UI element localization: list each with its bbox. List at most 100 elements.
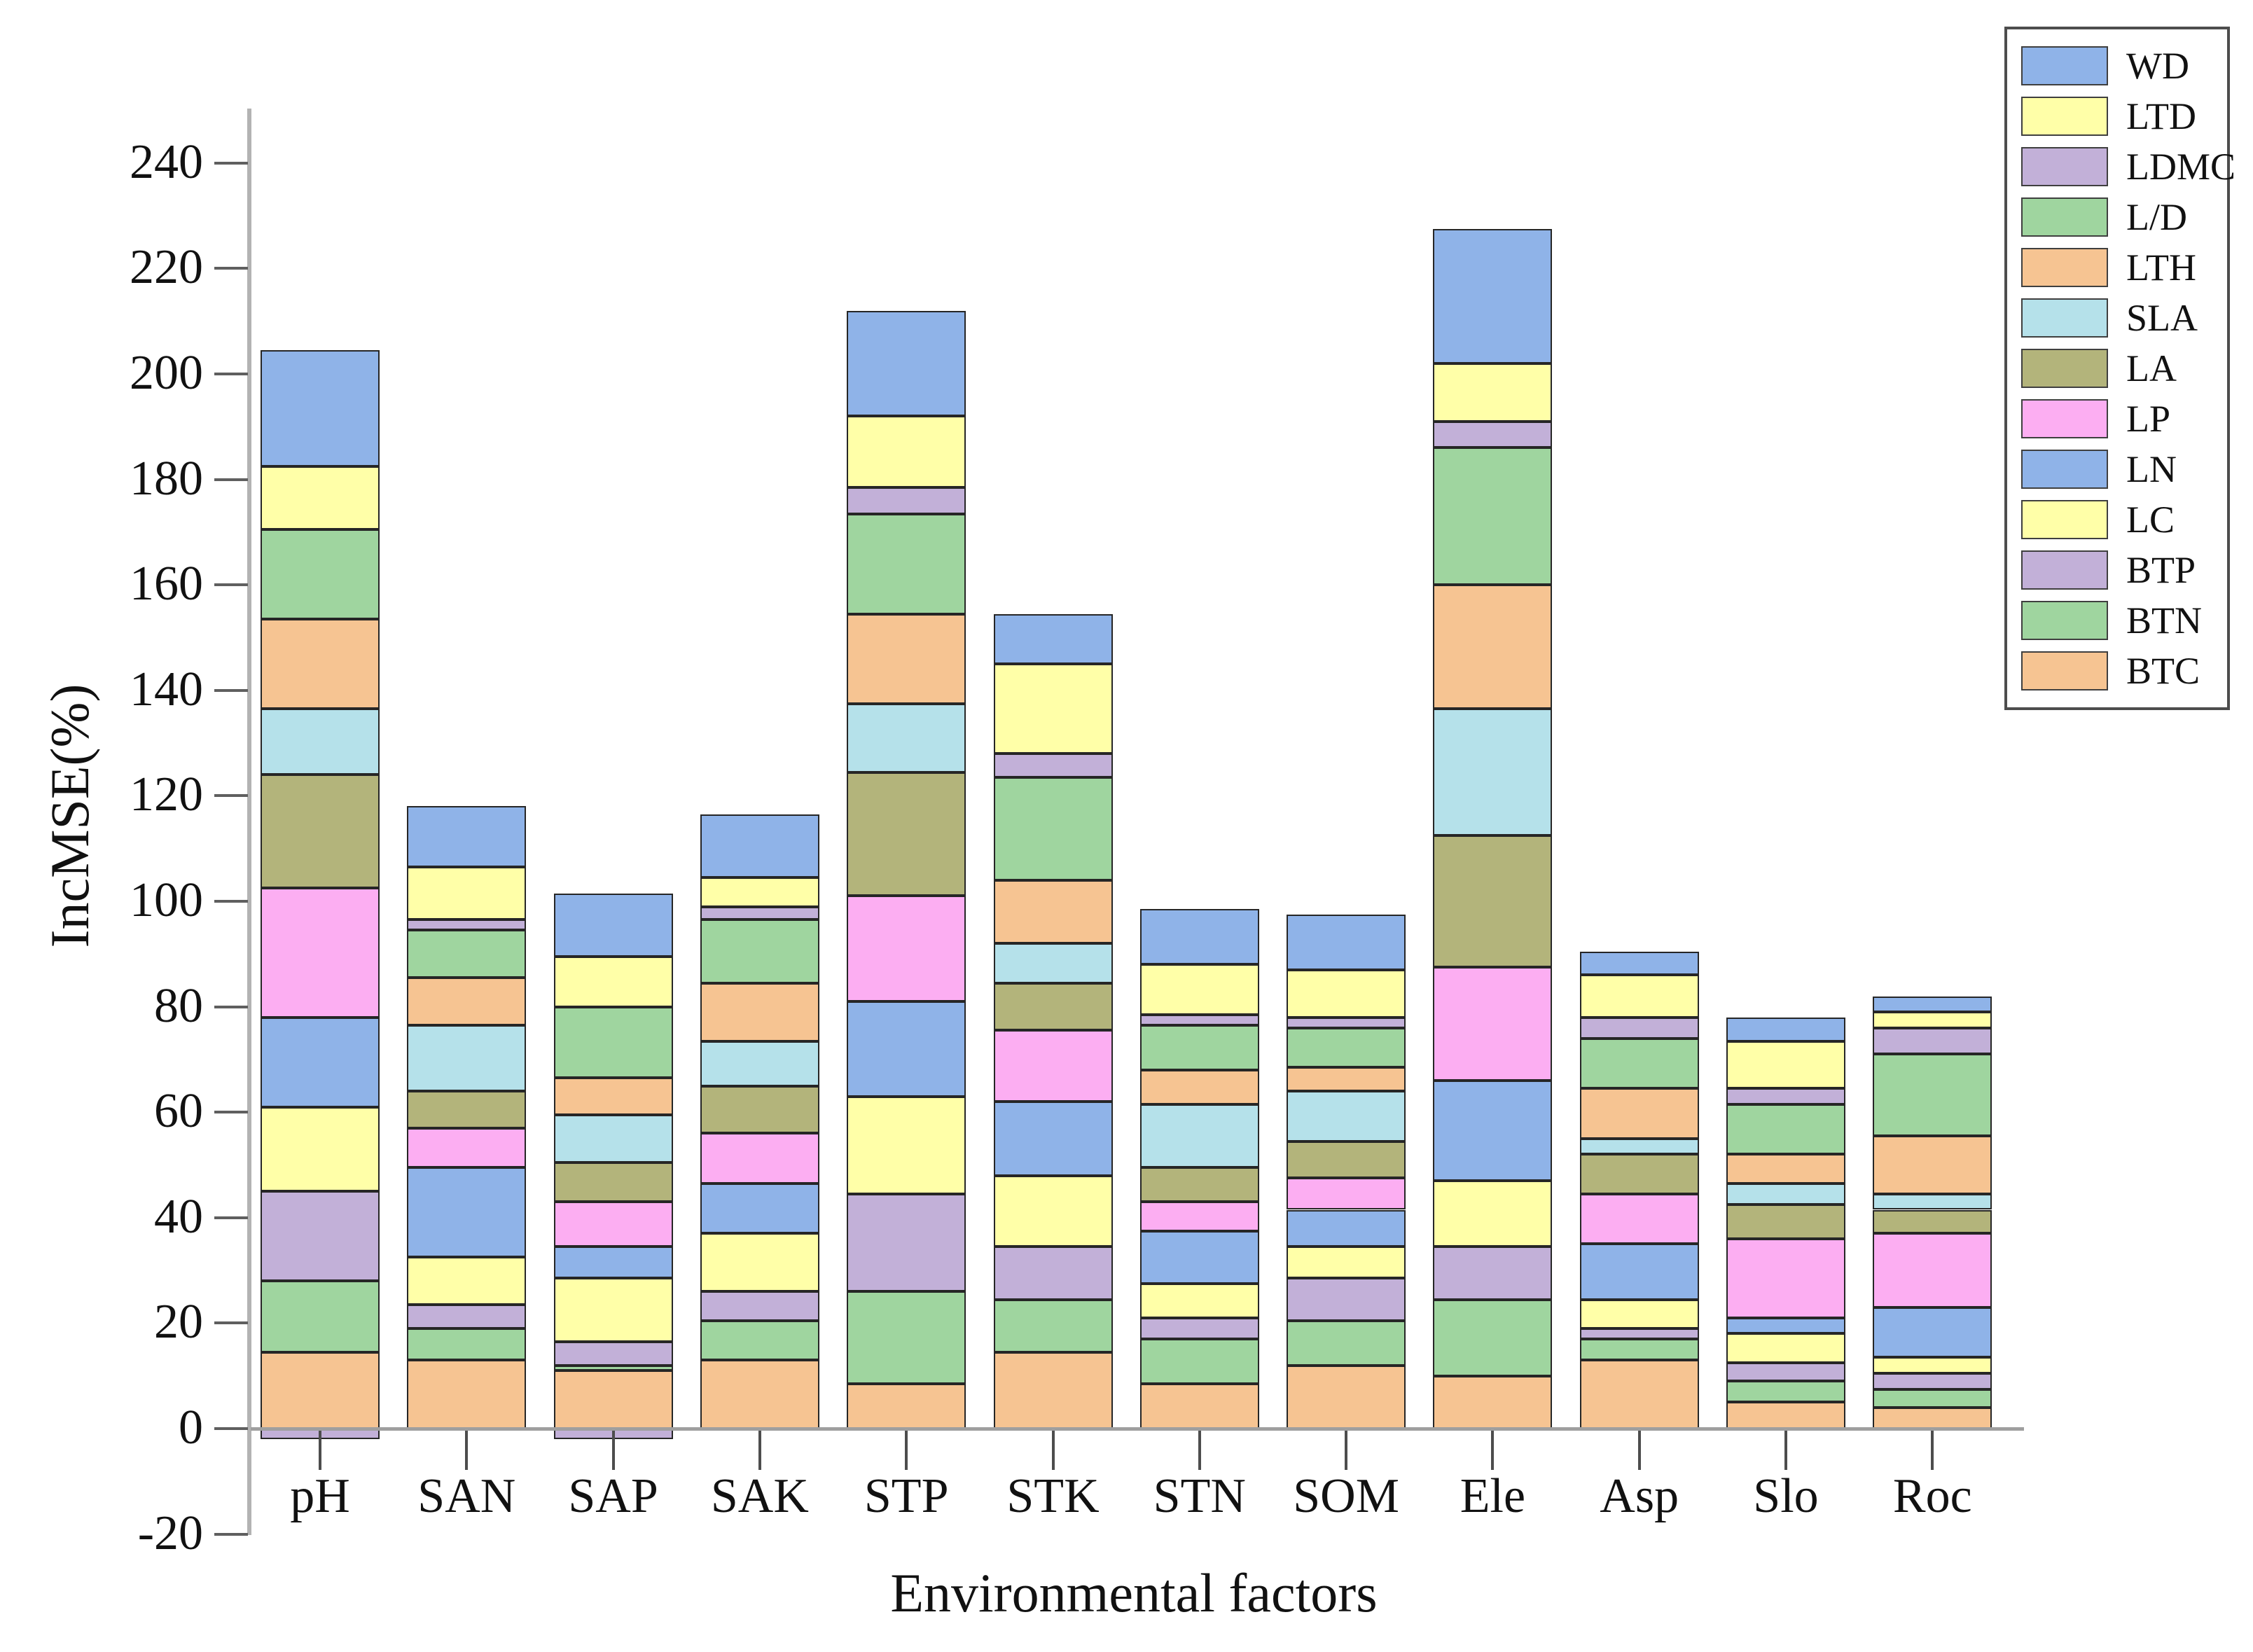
- x-axis-title: Environmental factors: [890, 1562, 1378, 1623]
- bar-segment-btn: [1580, 1338, 1699, 1361]
- bar-segment-ln: [994, 1102, 1113, 1176]
- bar-segment-wd: [1726, 1017, 1845, 1041]
- y-tick-label: 80: [154, 978, 203, 1033]
- bar-segment-btp: [1873, 1373, 1992, 1389]
- bar-segment-btc: [554, 1370, 673, 1429]
- bar-segment-btc: [700, 1360, 819, 1429]
- y-axis-title: IncMSE(%): [39, 683, 100, 948]
- bar-segment-l-d: [1726, 1104, 1845, 1155]
- x-category-label: Ele: [1460, 1469, 1526, 1523]
- bar-segment-la: [1140, 1167, 1259, 1202]
- bar-segment-ltd: [1726, 1041, 1845, 1089]
- legend-swatch-la: [2021, 349, 2108, 388]
- legend-item: BTC: [2007, 646, 2227, 696]
- legend-swatch-ldmc: [2021, 147, 2108, 186]
- bar-segment-la: [847, 772, 966, 896]
- bar-segment-lc: [700, 1233, 819, 1292]
- x-category-label: SOM: [1293, 1469, 1399, 1523]
- bar-segment-la: [1287, 1141, 1406, 1179]
- bar-segment-btp: [1287, 1278, 1406, 1321]
- legend-swatch-l-d: [2021, 197, 2108, 237]
- bar-segment-l-d: [847, 513, 966, 614]
- bar-segment-wd: [700, 814, 819, 878]
- bar-segment-lth: [847, 613, 966, 704]
- legend-swatch-ln: [2021, 450, 2108, 489]
- y-tick-label: 180: [130, 451, 203, 506]
- bar-segment-lc: [1873, 1357, 1992, 1373]
- bar-segment-sla: [1726, 1183, 1845, 1205]
- bar-segment-ldmc: [700, 906, 819, 920]
- y-tick-label: 160: [130, 557, 203, 611]
- y-tick-mark: [214, 267, 248, 270]
- bar-segment-btn: [261, 1281, 380, 1352]
- y-tick-label: 60: [154, 1084, 203, 1139]
- bar-segment-wd: [847, 310, 966, 417]
- bar-segment-lc: [1287, 1247, 1406, 1279]
- bar-segment-lp: [847, 896, 966, 1002]
- legend: WD LTD LDMC L/D LTH SLA LA LP LN LC BTP BTN BTC: [2004, 27, 2235, 710]
- y-tick-mark: [214, 373, 248, 375]
- bar-segment-btc: [1580, 1360, 1699, 1429]
- legend-label: WD: [2126, 45, 2189, 87]
- bar-segment-btn: [847, 1291, 966, 1384]
- bar-segment-btp: [1580, 1328, 1699, 1339]
- bar-segment-sla: [1287, 1091, 1406, 1141]
- bar-segment-l-d: [1287, 1027, 1406, 1068]
- bar-segment-sla: [1140, 1104, 1259, 1168]
- legend-label: LP: [2126, 398, 2171, 440]
- y-tick-label: 0: [179, 1401, 203, 1455]
- y-tick-mark: [214, 583, 248, 587]
- legend-label: LDMC: [2126, 146, 2236, 188]
- bar-segment-btn: [1287, 1320, 1406, 1366]
- bar-segment-lth: [1287, 1067, 1406, 1092]
- bar-segment-lth: [1433, 585, 1552, 709]
- y-tick-label: 200: [130, 346, 203, 400]
- bar-segment-ltd: [1433, 363, 1552, 422]
- bar-segment-lc: [407, 1257, 526, 1305]
- x-tick-mark: [1491, 1431, 1495, 1470]
- bar-segment-btn: [700, 1320, 819, 1361]
- bar-segment-sla: [700, 1041, 819, 1086]
- bar-segment-ltd: [1580, 975, 1699, 1018]
- x-tick-mark: [1637, 1431, 1641, 1470]
- y-tick-label: 20: [154, 1295, 203, 1349]
- bar-segment-lp: [1140, 1202, 1259, 1231]
- bar-segment-lth: [1873, 1136, 1992, 1194]
- x-tick-mark: [758, 1431, 761, 1470]
- x-category-label: SAP: [568, 1469, 658, 1523]
- bar-segment-la: [994, 983, 1113, 1031]
- bar-segment-ldmc: [1287, 1017, 1406, 1028]
- bar-segment-la: [1580, 1154, 1699, 1194]
- bar-segment-lc: [1140, 1283, 1259, 1318]
- bar-segment-btn: [1726, 1381, 1845, 1403]
- bar-segment-ln: [847, 1001, 966, 1097]
- bar-segment-ltd: [700, 877, 819, 907]
- x-category-label: Roc: [1892, 1469, 1972, 1523]
- bar-segment-l-d: [554, 1006, 673, 1078]
- bar-segment-wd: [407, 806, 526, 868]
- bar-segment-wd: [1433, 228, 1552, 363]
- legend-item: BTP: [2007, 545, 2227, 595]
- bar-segment-btn: [1140, 1338, 1259, 1384]
- bar-segment-la: [1873, 1209, 1992, 1234]
- y-tick-label: 220: [130, 240, 203, 295]
- legend-label: BTC: [2126, 650, 2200, 692]
- bar-segment-sla: [554, 1114, 673, 1162]
- bar-segment-lth: [1726, 1154, 1845, 1184]
- legend-swatch-btn: [2021, 601, 2108, 640]
- y-tick-mark: [214, 478, 248, 481]
- bar-segment-btp: [407, 1305, 526, 1328]
- bar-segment-wd: [554, 893, 673, 957]
- bar-segment-lp: [1873, 1233, 1992, 1307]
- bar-segment-lth: [261, 619, 380, 709]
- bar-segment-lc: [1726, 1333, 1845, 1363]
- bar-segment-la: [261, 775, 380, 889]
- legend-label: L/D: [2126, 196, 2187, 238]
- bar-segment-sla: [1580, 1138, 1699, 1155]
- bar-segment-lp: [407, 1127, 526, 1168]
- x-tick-mark: [1051, 1431, 1055, 1470]
- legend-swatch-ltd: [2021, 97, 2108, 136]
- bar-segment-ltd: [261, 466, 380, 530]
